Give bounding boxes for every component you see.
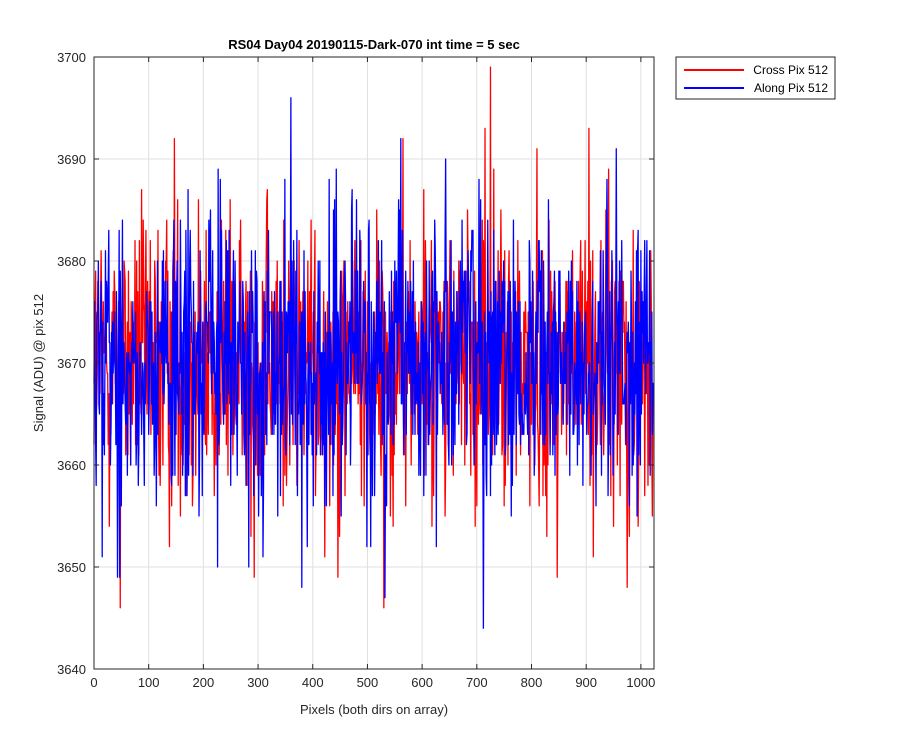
x-tick-label: 300	[247, 675, 269, 690]
y-tick-label: 3650	[57, 560, 86, 575]
x-tick-label: 800	[521, 675, 543, 690]
chart-title: RS04 Day04 20190115-Dark-070 int time = …	[228, 37, 520, 52]
y-tick-label: 3640	[57, 662, 86, 677]
y-tick-label: 3700	[57, 50, 86, 65]
x-tick-label: 200	[193, 675, 215, 690]
x-tick-label: 700	[466, 675, 488, 690]
y-tick-label: 3670	[57, 356, 86, 371]
x-tick-label: 900	[575, 675, 597, 690]
series-line-along-pix-512	[93, 97, 654, 629]
y-tick-label: 3660	[57, 458, 86, 473]
x-tick-label: 100	[138, 675, 160, 690]
x-tick-label: 0	[90, 675, 97, 690]
axis-ticks: 0 100 200 300 400 500 600 700 800 900 1000 3640 3650…	[57, 50, 655, 690]
legend-label-cross: Cross Pix 512	[753, 63, 828, 77]
legend-label-along: Along Pix 512	[754, 81, 828, 95]
legend-box	[675, 56, 836, 100]
x-tick-label: 600	[411, 675, 433, 690]
y-tick-label: 3690	[57, 152, 86, 167]
x-tick-label: 400	[302, 675, 324, 690]
legend[interactable]: Cross Pix 512 Along Pix 512	[675, 56, 836, 100]
x-tick-label: 1000	[626, 675, 655, 690]
x-axis-label: Pixels (both dirs on array)	[300, 702, 448, 717]
data-series	[93, 66, 655, 629]
y-tick-label: 3680	[57, 254, 86, 269]
x-tick-label: 500	[357, 675, 379, 690]
y-axis-label: Signal (ADU) @ pix 512	[31, 294, 46, 432]
